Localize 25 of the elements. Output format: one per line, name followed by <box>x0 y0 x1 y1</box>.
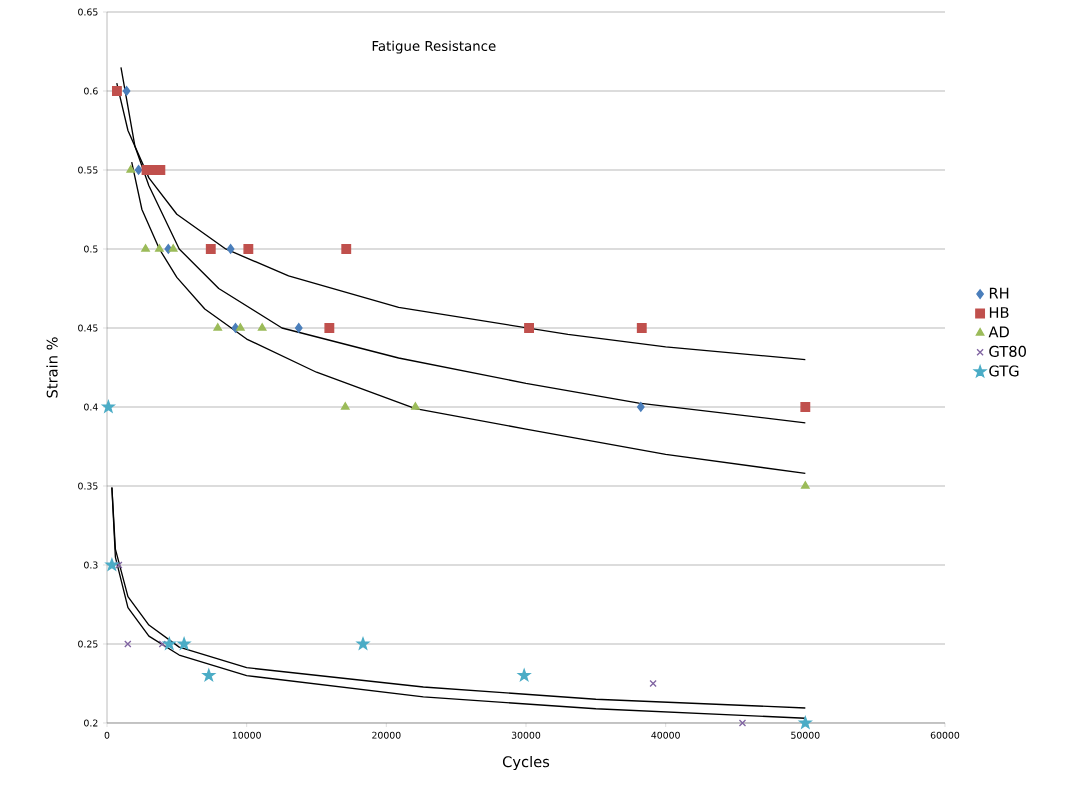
x-axis-title: Cycles <box>502 755 550 771</box>
x-tick-label: 30000 <box>511 731 541 739</box>
legend-label: HB <box>989 307 1009 318</box>
legend-label: GTG <box>989 365 1019 377</box>
y-tick-label: 0.45 <box>78 324 98 332</box>
x-tick-label: 40000 <box>651 731 680 739</box>
y-tick-label: 0.65 <box>78 8 98 16</box>
y-tick-label: 0.2 <box>84 719 98 727</box>
x-tick-label: 10000 <box>232 731 261 739</box>
x-tick-label: 0 <box>104 731 110 739</box>
legend-label: RH <box>989 287 1009 299</box>
x-tick-label: 50000 <box>791 731 820 739</box>
text: Fatigue Resistance <box>372 40 496 54</box>
y-tick-label: 0.3 <box>84 561 98 569</box>
y-tick-label: 0.4 <box>84 403 98 411</box>
y-tick-label: 0.25 <box>78 640 98 648</box>
legend-label: GT80 <box>989 345 1026 357</box>
y-axis-title: Strain % <box>46 337 58 398</box>
y-tick-label: 0.6 <box>84 87 98 95</box>
y-tick-label: 0.55 <box>78 166 98 174</box>
y-tick-label: 0.5 <box>84 245 98 253</box>
x-tick-label: 60000 <box>930 731 960 739</box>
y-tick-label: 0.35 <box>78 482 98 490</box>
legend-label: AD <box>988 326 1009 338</box>
x-tick-label: 20000 <box>372 731 401 739</box>
